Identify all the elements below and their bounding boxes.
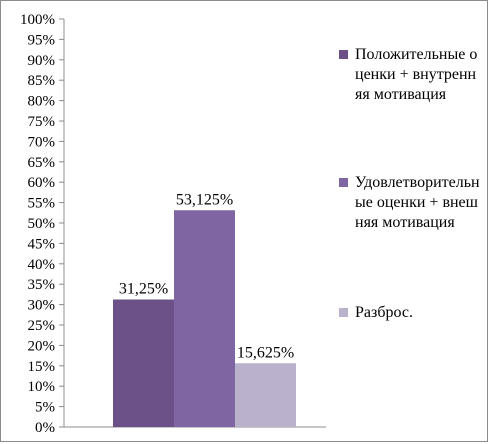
legend-label-positive: Положительные оценки + внутренняя мотива… [355,46,478,103]
y-tick-label: 55% [28,196,56,212]
y-tick-label: 10% [28,379,56,395]
y-tick-label: 65% [28,155,56,171]
y-tick-label: 90% [28,53,56,69]
bar-1 [174,210,235,427]
bar-0 [113,299,174,427]
y-tick-label: 30% [28,298,56,314]
legend-swatch-positive [339,50,348,59]
bar-2 [235,363,296,427]
y-tick-label: 50% [28,216,56,232]
y-tick-label: 0% [35,420,55,436]
y-tick-label: 75% [28,114,56,130]
y-tick-label: 35% [28,277,56,293]
y-tick-label: 85% [28,73,56,89]
data-label-2: 15,625% [237,344,294,361]
legend-label-spread: Разброс. [355,304,413,321]
y-tick-label: 60% [28,175,56,191]
y-tick-label: 20% [28,338,56,354]
y-tick-label: 25% [28,318,56,334]
y-tick-label: 40% [28,257,56,273]
y-tick-label: 5% [35,400,55,416]
y-tick-label: 80% [28,94,56,110]
legend-swatch-satisfactory [339,178,348,187]
y-tick-label: 70% [28,134,56,150]
y-tick-label: 45% [28,236,56,252]
legend-label-satisfactory: Удовлетворительные оценки + внешняя моти… [355,174,480,231]
data-label-0: 31,25% [119,281,168,298]
y-tick-label: 15% [28,359,56,375]
y-tick-label: 100% [20,12,55,28]
data-label-1: 53,125% [176,191,233,208]
legend-swatch-spread [339,308,348,317]
y-tick-label: 95% [28,32,56,48]
